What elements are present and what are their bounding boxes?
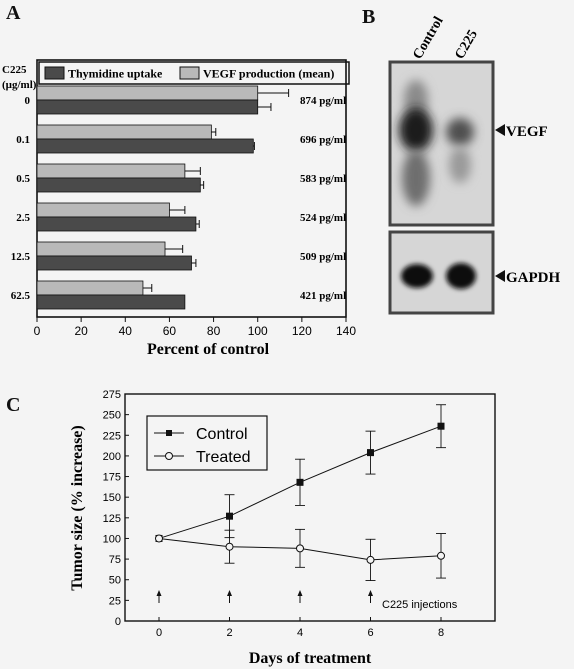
panel-label-c: C bbox=[6, 394, 21, 416]
vegf-concentration-label: 874 pg/ml bbox=[300, 95, 346, 107]
legend-swatch-thymidine bbox=[44, 66, 65, 80]
category-label: 62.5 bbox=[11, 290, 31, 302]
x-tick-label-a: 20 bbox=[74, 324, 88, 338]
vegf-concentration-label: 696 pg/ml bbox=[300, 134, 346, 146]
x-tick-label-a: 0 bbox=[34, 324, 41, 338]
category-label: 0.5 bbox=[16, 173, 30, 185]
x-tick-label-a: 140 bbox=[336, 324, 356, 338]
bar-thymidine bbox=[36, 216, 197, 232]
bar-vegf bbox=[36, 124, 212, 140]
x-tick-label-a: 40 bbox=[119, 324, 133, 338]
legend-swatch-vegf bbox=[179, 66, 200, 80]
category-label: 0.1 bbox=[16, 134, 30, 146]
legend-panel-a: Thymidine uptake VEGF production (mean) bbox=[38, 61, 350, 85]
bar-thymidine bbox=[36, 177, 201, 193]
bar-vegf bbox=[36, 163, 186, 179]
bar-vegf bbox=[36, 202, 170, 218]
bar-thymidine bbox=[36, 138, 254, 154]
group-unit: (µg/ml) bbox=[2, 79, 37, 91]
bar-vegf bbox=[36, 85, 259, 101]
panel-label-b: B bbox=[362, 6, 376, 28]
bar-vegf bbox=[36, 280, 144, 296]
bar-thymidine bbox=[36, 294, 186, 310]
x-axis-label-a: Percent of control bbox=[147, 341, 270, 358]
bar-vegf bbox=[36, 241, 166, 257]
vegf-concentration-label: 583 pg/ml bbox=[300, 173, 346, 185]
x-tick-label-a: 100 bbox=[248, 324, 268, 338]
vegf-concentration-label: 524 pg/ml bbox=[300, 212, 346, 224]
x-tick-label-a: 80 bbox=[207, 324, 221, 338]
group-label: C225 bbox=[2, 64, 27, 76]
bar-thymidine bbox=[36, 99, 259, 115]
vegf-concentration-label: 421 pg/ml bbox=[300, 290, 346, 302]
legend-label-thymidine: Thymidine uptake bbox=[68, 67, 163, 81]
category-label: 0 bbox=[25, 95, 31, 107]
category-label: 12.5 bbox=[11, 251, 31, 263]
legend-label-vegf: VEGF production (mean) bbox=[203, 67, 334, 81]
panel-label-a: A bbox=[6, 2, 21, 24]
x-tick-label-a: 60 bbox=[163, 324, 177, 338]
vegf-concentration-label: 509 pg/ml bbox=[300, 251, 346, 263]
x-tick-label-a: 120 bbox=[292, 324, 312, 338]
category-label: 2.5 bbox=[16, 212, 30, 224]
bar-thymidine bbox=[36, 255, 192, 271]
